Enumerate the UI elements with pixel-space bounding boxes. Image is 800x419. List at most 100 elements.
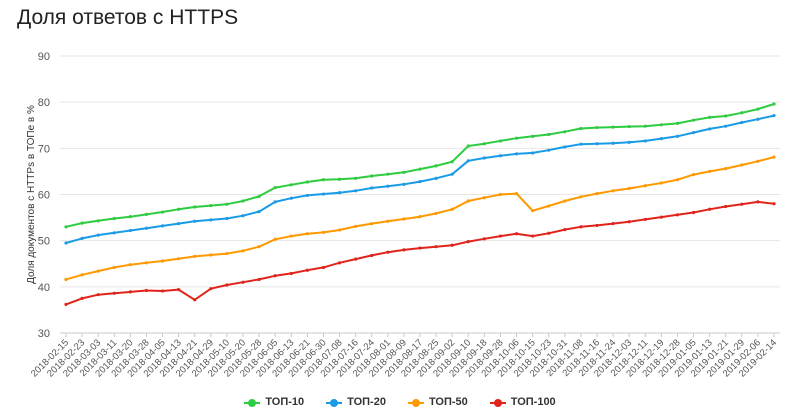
data-point xyxy=(675,213,680,217)
data-point xyxy=(595,142,599,146)
data-point xyxy=(418,246,422,250)
data-point xyxy=(144,288,149,293)
data-point xyxy=(257,245,261,249)
data-point xyxy=(402,248,406,252)
data-point xyxy=(112,291,116,295)
data-point xyxy=(386,172,390,176)
data-point xyxy=(691,131,696,135)
chart-title: Доля ответов с HTTPS xyxy=(17,6,239,29)
data-point xyxy=(724,204,728,209)
y-tick-label: 80 xyxy=(38,97,50,109)
data-point xyxy=(434,211,438,216)
data-point xyxy=(64,225,68,229)
data-point xyxy=(514,152,519,156)
data-point xyxy=(225,283,229,287)
data-point xyxy=(128,228,132,233)
data-point xyxy=(177,288,181,292)
data-point xyxy=(466,199,470,203)
data-point xyxy=(756,200,760,204)
data-point xyxy=(64,277,68,282)
y-axis-label: Доля документов с HTTPs в ТОПе в % xyxy=(26,105,37,284)
data-point xyxy=(675,121,680,126)
legend-marker-top10-icon xyxy=(244,398,261,407)
data-point xyxy=(434,164,438,168)
data-point xyxy=(643,124,647,128)
data-point xyxy=(418,215,422,219)
legend-item-top100[interactable]: ТОП-100 xyxy=(489,396,556,408)
data-point xyxy=(514,232,519,236)
data-point xyxy=(563,199,567,203)
data-point xyxy=(740,202,744,206)
data-point xyxy=(627,220,631,224)
data-point xyxy=(514,136,519,140)
legend-item-top10[interactable]: ТОП-10 xyxy=(244,396,304,408)
data-point xyxy=(305,268,309,272)
data-point xyxy=(708,115,712,120)
data-point xyxy=(209,287,213,291)
data-point xyxy=(273,200,277,204)
y-tick-label: 40 xyxy=(38,282,50,294)
data-point xyxy=(691,118,696,122)
data-point xyxy=(193,254,197,258)
data-point xyxy=(482,196,486,200)
data-point xyxy=(756,117,760,121)
legend-item-top20[interactable]: ТОП-20 xyxy=(326,396,386,408)
data-point xyxy=(193,219,197,223)
data-point xyxy=(724,124,728,128)
data-point xyxy=(80,236,84,240)
y-tick-label: 90 xyxy=(38,51,50,63)
data-point xyxy=(160,210,165,214)
data-point xyxy=(354,224,358,228)
data-point xyxy=(579,126,583,131)
data-point xyxy=(756,159,760,163)
data-point xyxy=(643,217,647,222)
data-point xyxy=(160,259,165,263)
data-point xyxy=(354,189,358,193)
data-point xyxy=(337,261,342,265)
data-point xyxy=(611,125,615,129)
data-point xyxy=(482,156,486,160)
data-point xyxy=(659,181,663,185)
data-point xyxy=(305,193,309,198)
legend-marker-top20-icon xyxy=(326,398,343,407)
data-point xyxy=(563,145,567,149)
data-point xyxy=(659,137,663,141)
data-point xyxy=(96,233,100,237)
data-point xyxy=(144,261,149,265)
data-point xyxy=(611,141,615,145)
data-point xyxy=(563,130,567,134)
data-point xyxy=(450,243,454,247)
data-point xyxy=(209,253,213,257)
data-point xyxy=(160,224,165,228)
legend-label-top50: ТОП-50 xyxy=(428,396,468,408)
data-point xyxy=(659,123,663,127)
data-point xyxy=(370,174,374,178)
data-point xyxy=(128,215,132,219)
data-point xyxy=(691,173,696,177)
data-point xyxy=(756,107,760,111)
data-point xyxy=(289,196,293,200)
series-line-1 xyxy=(65,114,775,244)
data-point xyxy=(466,144,470,148)
data-point xyxy=(547,204,551,208)
data-point xyxy=(225,216,229,221)
data-point xyxy=(96,269,100,273)
legend-label-top20: ТОП-20 xyxy=(347,396,386,408)
legend-item-top50[interactable]: ТОП-50 xyxy=(407,396,468,408)
data-point xyxy=(547,231,551,235)
data-point xyxy=(209,218,213,222)
data-point xyxy=(434,176,438,180)
data-point xyxy=(482,142,486,146)
data-point xyxy=(740,120,744,125)
data-point xyxy=(144,212,149,216)
data-point xyxy=(740,163,744,167)
data-point xyxy=(772,113,776,118)
data-point xyxy=(273,274,277,278)
data-point xyxy=(418,179,422,184)
data-point xyxy=(257,209,261,214)
data-point xyxy=(144,226,149,230)
y-tick-label: 70 xyxy=(38,143,50,155)
data-point xyxy=(80,221,84,225)
legend-marker-top50-icon xyxy=(407,398,424,407)
data-point xyxy=(531,209,535,213)
